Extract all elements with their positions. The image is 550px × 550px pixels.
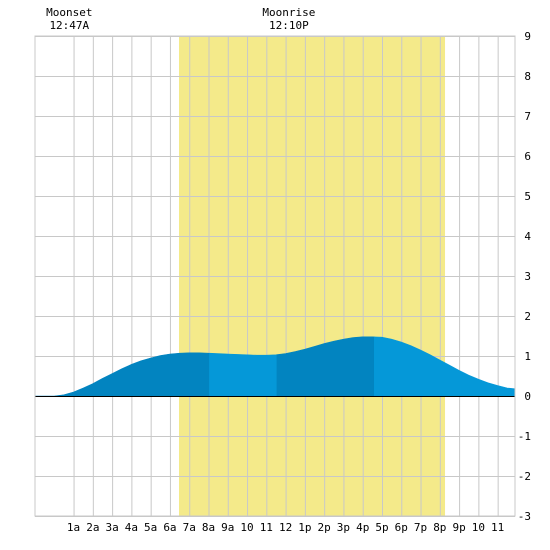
moon-event-time: 12:47A (49, 19, 89, 32)
x-tick-label: 8p (433, 521, 446, 534)
x-tick-label: 1p (298, 521, 311, 534)
moon-event-name: Moonset (46, 6, 92, 19)
x-tick-label: 6p (395, 521, 408, 534)
y-tick-label: 4 (524, 230, 531, 243)
y-tick-label: -1 (518, 430, 531, 443)
y-tick-label: -3 (518, 510, 531, 523)
x-tick-label: 6a (163, 521, 176, 534)
y-tick-label: 0 (524, 390, 531, 403)
y-tick-label: 8 (524, 70, 531, 83)
x-tick-label: 10 (240, 521, 253, 534)
y-tick-label: -2 (518, 470, 531, 483)
x-tick-label: 2p (318, 521, 331, 534)
y-tick-label: 2 (524, 310, 531, 323)
x-tick-label: 2a (86, 521, 99, 534)
x-tick-label: 5a (144, 521, 157, 534)
y-tick-label: 6 (524, 150, 531, 163)
x-tick-label: 5p (375, 521, 388, 534)
tide-area-segment (276, 336, 375, 397)
plot-border (34, 35, 516, 517)
x-tick-label: 11 (491, 521, 504, 534)
x-tick-label: 4a (125, 521, 138, 534)
x-tick-label: 11 (260, 521, 273, 534)
tide-area-segment (373, 336, 516, 397)
moon-event-name: Moonrise (262, 6, 315, 19)
x-tick-label: 4p (356, 521, 369, 534)
tide-area-segment (209, 352, 278, 397)
x-tick-label: 1a (67, 521, 80, 534)
y-tick-label: 9 (524, 30, 531, 43)
x-tick-label: 9p (452, 521, 465, 534)
x-tick-label: 9a (221, 521, 234, 534)
x-tick-label: 3p (337, 521, 350, 534)
x-tick-label: 3a (105, 521, 118, 534)
y-tick-label: 5 (524, 190, 531, 203)
moon-event-time: 12:10P (269, 19, 309, 32)
x-tick-label: 12 (279, 521, 292, 534)
x-tick-label: 7a (183, 521, 196, 534)
y-tick-label: 3 (524, 270, 531, 283)
y-tick-label: 1 (524, 350, 531, 363)
y-tick-label: 7 (524, 110, 531, 123)
tide-area-segment (35, 352, 210, 397)
x-tick-label: 8a (202, 521, 215, 534)
x-tick-label: 10 (472, 521, 485, 534)
x-tick-label: 7p (414, 521, 427, 534)
